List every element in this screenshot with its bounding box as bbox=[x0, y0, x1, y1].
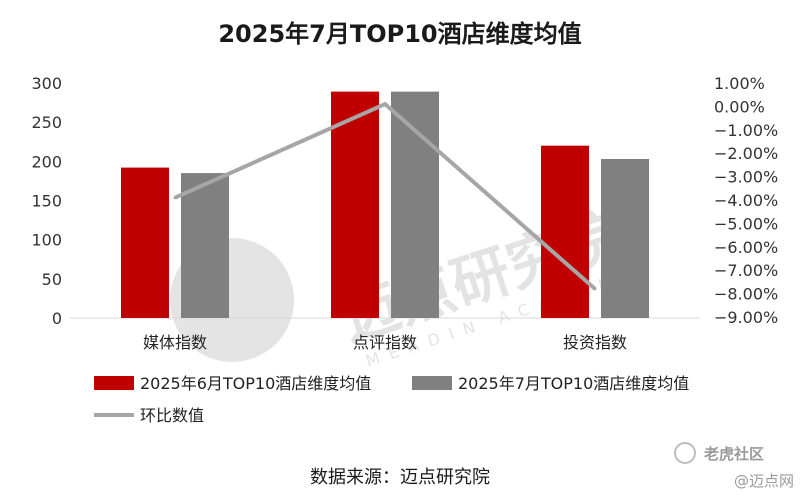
right-y-tick-label: −3.00% bbox=[714, 168, 778, 187]
line-point-1 bbox=[173, 196, 177, 200]
bar-series-1-3 bbox=[541, 145, 589, 318]
bar-series-1-2 bbox=[331, 91, 379, 318]
line-series bbox=[173, 102, 597, 291]
legend-label-line: 环比数值 bbox=[140, 406, 204, 425]
right-y-tick-label: 1.00% bbox=[714, 74, 765, 93]
right-y-tick-label: −8.00% bbox=[714, 285, 778, 304]
left-y-tick-label: 300 bbox=[31, 74, 62, 93]
right-y-axis: 1.00% 0.00% −1.00% −2.00% −3.00% −4.00% −5.00%… bbox=[714, 74, 778, 327]
bar-series-2-1 bbox=[181, 173, 229, 318]
corner-watermark-icon bbox=[674, 442, 696, 464]
right-y-tick-label: −1.00% bbox=[714, 121, 778, 140]
left-y-axis: 0 50 100 150 200 250 300 bbox=[31, 74, 62, 328]
left-y-tick-label: 200 bbox=[31, 152, 62, 171]
x-tick-label: 媒体指数 bbox=[143, 333, 207, 352]
line-point-2 bbox=[383, 102, 387, 106]
left-y-tick-label: 0 bbox=[52, 309, 62, 328]
left-y-tick-label: 250 bbox=[31, 113, 62, 132]
legend-label-series-1: 2025年6月TOP10酒店维度均值 bbox=[140, 374, 371, 393]
line-point-3 bbox=[593, 287, 597, 291]
x-tick-label: 点评指数 bbox=[353, 333, 417, 352]
left-y-tick-label: 100 bbox=[31, 231, 62, 250]
right-y-tick-label: −7.00% bbox=[714, 261, 778, 280]
legend: 2025年6月TOP10酒店维度均值 2025年7月TOP10酒店维度均值 环比… bbox=[94, 374, 689, 425]
corner-watermark: 老虎社区 @迈点网 bbox=[674, 442, 794, 490]
source-note: 数据来源：迈点研究院 bbox=[310, 467, 490, 488]
chart-title: 2025年7月TOP10酒店维度均值 bbox=[218, 20, 581, 48]
legend-label-series-2: 2025年7月TOP10酒店维度均值 bbox=[458, 374, 689, 393]
category-labels: 媒体指数 点评指数 投资指数 bbox=[143, 333, 627, 352]
right-y-tick-label: −4.00% bbox=[714, 191, 778, 210]
bar-series-2-3 bbox=[601, 158, 649, 318]
legend-swatch-series-1 bbox=[94, 376, 134, 390]
left-y-tick-label: 150 bbox=[31, 192, 62, 211]
right-y-tick-label: 0.00% bbox=[714, 97, 765, 116]
bars bbox=[121, 91, 649, 318]
right-y-tick-label: −6.00% bbox=[714, 238, 778, 257]
right-y-tick-label: −5.00% bbox=[714, 214, 778, 233]
left-y-tick-label: 50 bbox=[42, 270, 62, 289]
right-y-tick-label: −2.00% bbox=[714, 144, 778, 163]
bar-series-2-2 bbox=[391, 91, 439, 318]
right-y-tick-label: −9.00% bbox=[714, 308, 778, 327]
x-tick-label: 投资指数 bbox=[563, 333, 627, 352]
corner-watermark-text-2: @迈点网 bbox=[734, 472, 794, 490]
legend-swatch-series-2 bbox=[412, 376, 452, 390]
bar-series-1-1 bbox=[121, 167, 169, 318]
corner-watermark-text-1: 老虎社区 bbox=[703, 445, 764, 463]
